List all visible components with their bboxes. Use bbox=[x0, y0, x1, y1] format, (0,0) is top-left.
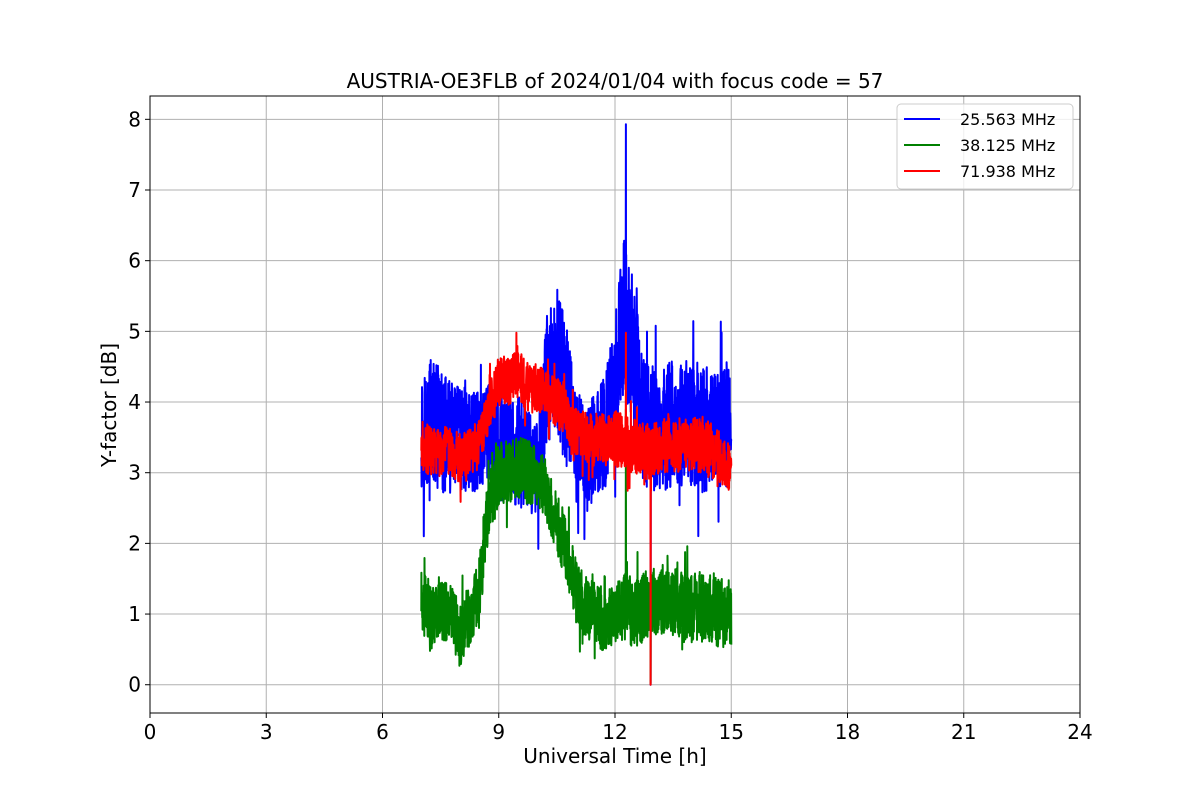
y-tick-label: 2 bbox=[128, 531, 141, 555]
y-tick-label: 6 bbox=[128, 249, 141, 273]
series-line bbox=[420, 123, 733, 686]
legend-box bbox=[896, 103, 1074, 190]
x-tick-label: 0 bbox=[144, 720, 157, 744]
chart-title: AUSTRIA-OE3FLB of 2024/01/04 with focus … bbox=[347, 69, 884, 93]
y-tick-label: 8 bbox=[128, 107, 141, 131]
x-tick-label: 15 bbox=[719, 720, 744, 744]
x-tick-label: 24 bbox=[1067, 720, 1092, 744]
y-tick-label: 7 bbox=[128, 178, 141, 202]
y-tick-label: 3 bbox=[128, 461, 141, 485]
series-line bbox=[420, 408, 733, 685]
plot-series bbox=[420, 123, 733, 686]
y-tick-label: 1 bbox=[128, 602, 141, 626]
y-axis-label: Y-factor [dB] bbox=[97, 343, 121, 468]
x-tick-label: 6 bbox=[376, 720, 389, 744]
x-tick-label: 18 bbox=[835, 720, 860, 744]
x-tick-label: 12 bbox=[602, 720, 627, 744]
y-tick-label: 0 bbox=[128, 673, 141, 697]
series-line bbox=[420, 331, 733, 686]
legend: 25.563 MHz 38.125 MHz 71.938 MHz bbox=[896, 103, 1074, 190]
y-tick-label: 5 bbox=[128, 319, 141, 343]
legend-label: 38.125 MHz bbox=[960, 136, 1055, 155]
legend-label: 71.938 MHz bbox=[960, 162, 1055, 181]
x-tick-label: 21 bbox=[951, 720, 976, 744]
x-tick-label: 3 bbox=[260, 720, 273, 744]
legend-label: 25.563 MHz bbox=[960, 110, 1055, 129]
x-tick-label: 9 bbox=[492, 720, 505, 744]
y-tick-label: 4 bbox=[128, 390, 141, 414]
x-axis-label: Universal Time [h] bbox=[523, 744, 706, 768]
